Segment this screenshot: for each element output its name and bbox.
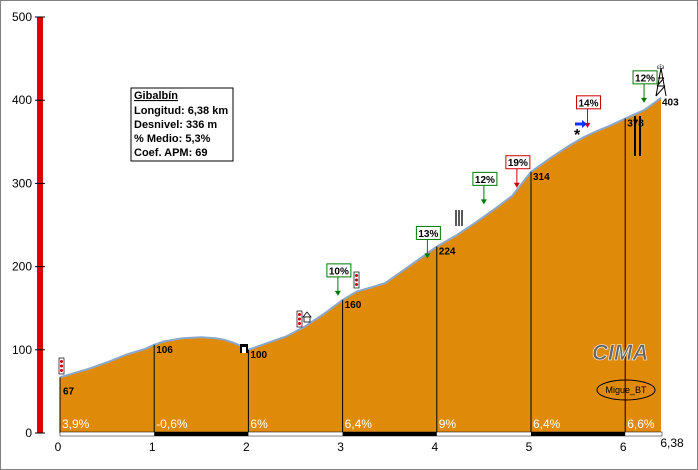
grade-marker-label: 14%: [579, 98, 599, 109]
profile-line: [59, 96, 662, 379]
start-altitude-label: 67: [63, 386, 75, 397]
x-tick-label: 4: [431, 440, 438, 454]
grade-marker-arrow: [480, 199, 487, 205]
svg-text:ɛĭɜ: ɛĭɜ: [657, 65, 664, 71]
info-climb: Desnivel: 336 m: [134, 119, 217, 131]
baseline-segment: [342, 432, 437, 436]
house-icon: [302, 311, 312, 323]
km-altitude-label: 100: [250, 350, 267, 361]
baseline-segment: [154, 432, 249, 436]
x-tick-label: 6: [620, 440, 627, 454]
km-lines: [59, 118, 626, 433]
x-tick-label: 5: [526, 440, 533, 454]
km-altitude-label: 106: [156, 345, 173, 356]
cima-logo: CIMA: [592, 340, 648, 365]
steep-markers: 10% 13% 12% 19% 14% 12%: [326, 70, 658, 296]
baseline-segment: [531, 432, 626, 436]
segment-grade-label: 3,9%: [62, 417, 90, 431]
cattle-grid-icon: [455, 210, 463, 226]
viewpoint-icon: *: [574, 127, 581, 144]
y-tick-label: 0: [25, 426, 32, 440]
info-title: Gibalbín: [134, 90, 178, 102]
grade-marker-box: [505, 155, 531, 170]
grade-marker-label: 13%: [418, 229, 438, 240]
info-box-frame: [130, 87, 234, 162]
segment-grades: 3,9% -0,6% 6% 6,4% 9% 6,4% 6,6%: [62, 417, 655, 431]
grade-marker-box: [415, 225, 441, 240]
km-altitude-label: 224: [439, 247, 456, 258]
grade-marker-box: [632, 70, 658, 85]
grade-marker-arrow: [424, 253, 431, 259]
grade-marker-label: 12%: [475, 175, 495, 186]
y-tick-label: 200: [12, 260, 32, 274]
segment-grade-label: 6,4%: [533, 417, 561, 431]
segment-grade-label: -0,6%: [156, 417, 188, 431]
altitude-axis-bar: [37, 17, 43, 433]
grade-marker-label: 19%: [508, 158, 528, 169]
grade-marker-label: 12%: [635, 73, 655, 84]
km-altitude-label: 314: [533, 172, 550, 183]
segment-grade-label: 6,4%: [345, 417, 373, 431]
segment-grade-label: 6,6%: [627, 417, 655, 431]
profile-area: [60, 97, 661, 433]
traffic-light-icon: [58, 357, 65, 375]
x-end-label: 6,38: [660, 436, 684, 450]
y-tick-label: 500: [12, 10, 32, 24]
author-badge-frame: [596, 379, 656, 401]
grade-marker-arrow: [513, 182, 520, 188]
grade-marker-label: 10%: [329, 266, 349, 277]
info-avg-grade: % Medio: 5,3%: [134, 133, 211, 145]
grade-marker-box: [326, 263, 352, 278]
grade-marker-box: [472, 171, 498, 186]
y-tick-label: 300: [12, 176, 32, 190]
y-tick-label: 100: [12, 343, 32, 357]
author-label: Migue_BT: [605, 385, 647, 395]
info-apm: Coef. APM: 69: [134, 147, 208, 159]
x-tick-label: 2: [243, 440, 250, 454]
author-badge: Migue_BT: [596, 379, 656, 401]
y-tick-label: 400: [12, 93, 32, 107]
y-axis: 0 100 200 300 400 500: [12, 10, 45, 440]
direction-arrow-icon: [575, 120, 587, 128]
tunnel-icon: [240, 344, 248, 353]
info-length: Longitud: 6,38 km: [134, 105, 228, 117]
end-altitude-label: 403: [662, 98, 679, 109]
traffic-light-icon: [296, 310, 303, 328]
antenna-tower-icon: ɛĭɜ: [655, 65, 667, 97]
grade-marker-arrow: [334, 290, 341, 296]
cattle-grid-icon: [634, 116, 641, 156]
traffic-light-icon: [353, 271, 360, 289]
baseline-segments: [154, 432, 626, 436]
segment-grade-label: 9%: [439, 417, 457, 431]
info-box: Gibalbín Longitud: 6,38 km Desnivel: 336…: [130, 87, 234, 162]
x-tick-label: 3: [337, 440, 344, 454]
grade-marker-arrow: [641, 97, 648, 103]
grade-marker-box: [576, 95, 602, 110]
km-altitude-label: 160: [345, 300, 362, 311]
x-tick-label: 0: [55, 440, 62, 454]
x-axis: 0 1 2 3 4 5 6 6,38: [55, 436, 684, 454]
x-tick-label: 1: [149, 440, 156, 454]
segment-grade-label: 6%: [250, 417, 268, 431]
